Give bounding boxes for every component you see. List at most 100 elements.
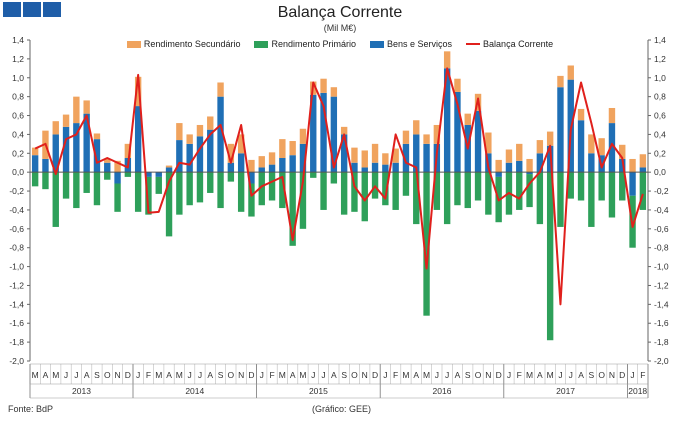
bar-rendimento-secund-rio-3	[62, 114, 70, 127]
bar-rendimento-prim-rio-24	[279, 172, 286, 209]
bar-rendimento-secund-rio-59	[639, 154, 647, 168]
bar-rendimento-secund-rio-7	[104, 158, 111, 163]
x-year-label: 2013	[72, 386, 91, 396]
x-tick-label-month: A	[455, 370, 461, 380]
bar-bens-e-servi-os-27	[310, 94, 317, 173]
bar-rendimento-prim-rio-16	[196, 172, 204, 203]
bar-rendimento-prim-rio-38	[423, 172, 430, 316]
bar-rendimento-secund-rio-58	[629, 158, 636, 173]
bar-rendimento-prim-rio-36	[402, 172, 410, 196]
bar-rendimento-prim-rio-59	[639, 172, 647, 210]
legend-label-balanca-corrente: Balança Corrente	[483, 39, 554, 49]
bar-rendimento-prim-rio-50	[546, 172, 554, 341]
bar-bens-e-servi-os-6	[93, 139, 101, 173]
y-tick-label-right: 1,4	[654, 35, 666, 45]
x-tick-label-month: M	[52, 370, 59, 380]
chart-title: Balança Corrente	[277, 4, 403, 21]
x-tick-label-month: A	[578, 370, 584, 380]
bar-bens-e-servi-os-45	[495, 172, 502, 177]
bar-rendimento-secund-rio-55	[598, 138, 605, 156]
bar-rendimento-prim-rio-8	[114, 183, 121, 212]
bar-rendimento-secund-rio-32	[361, 150, 368, 168]
legend-label-bens-servicos: Bens e Serviços	[387, 39, 453, 49]
bar-bens-e-servi-os-28	[320, 92, 327, 173]
x-tick-label-month: O	[351, 370, 358, 380]
x-tick-label-month: A	[537, 370, 543, 380]
x-tick-label-month: S	[465, 370, 471, 380]
bar-rendimento-prim-rio-19	[227, 172, 235, 182]
x-tick-label-month: J	[507, 370, 511, 380]
bar-rendimento-secund-rio-16	[196, 124, 204, 137]
x-tick-label-month: N	[485, 370, 491, 380]
y-tick-label-right: 0,8	[654, 92, 666, 102]
bar-rendimento-prim-rio-1	[42, 172, 49, 190]
bar-rendimento-prim-rio-28	[320, 172, 327, 210]
bar-rendimento-prim-rio-29	[330, 172, 338, 184]
x-tick-label-month: D	[619, 370, 625, 380]
y-tick-label-right: -1,2	[654, 280, 669, 290]
x-tick-label-month: D	[496, 370, 502, 380]
bar-rendimento-secund-rio-9	[124, 143, 132, 159]
x-tick-label-month: M	[402, 370, 409, 380]
x-tick-label-month: M	[547, 370, 554, 380]
y-tick-label-right: -0,2	[654, 186, 669, 196]
y-tick-label-right: 0,2	[654, 148, 666, 158]
chart-legend: Rendimento Secundário Rendimento Primári…	[0, 39, 680, 49]
bar-rendimento-prim-rio-31	[351, 172, 358, 212]
bar-rendimento-prim-rio-23	[268, 172, 276, 201]
bar-bens-e-servi-os-36	[402, 143, 410, 173]
legend-swatch-rendimento-primario	[254, 40, 269, 48]
bar-rendimento-prim-rio-47	[516, 172, 523, 210]
x-tick-label-month: M	[299, 370, 306, 380]
bar-bens-e-servi-os-14	[176, 140, 183, 173]
x-tick-label-month: M	[155, 370, 162, 380]
bar-bens-e-servi-os-15	[186, 143, 193, 173]
bar-rendimento-prim-rio-52	[567, 172, 574, 199]
x-tick-label-month: O	[475, 370, 482, 380]
brand-logo-block-3	[43, 2, 61, 17]
bar-rendimento-secund-rio-17	[207, 116, 214, 130]
bar-rendimento-prim-rio-55	[598, 172, 605, 201]
brand-logo-block-2	[23, 2, 41, 17]
bar-rendimento-prim-rio-48	[526, 174, 533, 208]
bar-bens-e-servi-os-3	[62, 126, 70, 173]
x-tick-label-month: J	[74, 370, 78, 380]
x-tick-label-month: D	[372, 370, 378, 380]
bar-bens-e-servi-os-2	[52, 134, 59, 173]
bar-rendimento-secund-rio-10	[134, 76, 142, 107]
bar-rendimento-prim-rio-17	[207, 172, 214, 193]
bar-bens-e-servi-os-19	[227, 162, 235, 173]
bar-bens-e-servi-os-54	[588, 153, 595, 173]
bar-rendimento-secund-rio-50	[546, 131, 554, 146]
x-tick-label-month: J	[311, 370, 315, 380]
x-tick-label-month: J	[260, 370, 264, 380]
x-tick-label-month: M	[526, 370, 533, 380]
y-tick-label-left: 0,8	[12, 92, 24, 102]
bar-rendimento-prim-rio-41	[454, 172, 461, 206]
bar-bens-e-servi-os-17	[207, 129, 214, 173]
y-tick-label-right: -1,8	[654, 337, 669, 347]
bar-rendimento-prim-rio-6	[93, 172, 101, 206]
bar-bens-e-servi-os-59	[639, 167, 647, 173]
bar-rendimento-secund-rio-20	[237, 134, 245, 154]
y-tick-label-left: -0,6	[9, 224, 24, 234]
bar-rendimento-secund-rio-19	[227, 143, 235, 163]
bar-bens-e-servi-os-49	[536, 153, 544, 173]
bar-rendimento-secund-rio-2	[52, 121, 59, 135]
bar-rendimento-prim-rio-2	[52, 172, 59, 227]
bar-rendimento-secund-rio-47	[516, 143, 523, 161]
bar-rendimento-prim-rio-25	[289, 172, 296, 246]
x-tick-label-month: F	[269, 370, 274, 380]
bar-bens-e-servi-os-31	[351, 162, 358, 173]
x-tick-label-month: A	[413, 370, 419, 380]
y-tick-label-right: 0,4	[654, 129, 666, 139]
x-tick-label-month: O	[598, 370, 605, 380]
y-tick-label-right: 0,0	[654, 167, 666, 177]
x-tick-label-month: M	[32, 370, 39, 380]
y-tick-label-left: -1,0	[9, 262, 24, 272]
bar-rendimento-secund-rio-28	[320, 78, 327, 93]
bar-bens-e-servi-os-33	[371, 162, 379, 173]
bar-bens-e-servi-os-21	[248, 172, 255, 184]
x-tick-label-month: F	[393, 370, 398, 380]
bar-bens-e-servi-os-20	[237, 153, 245, 173]
